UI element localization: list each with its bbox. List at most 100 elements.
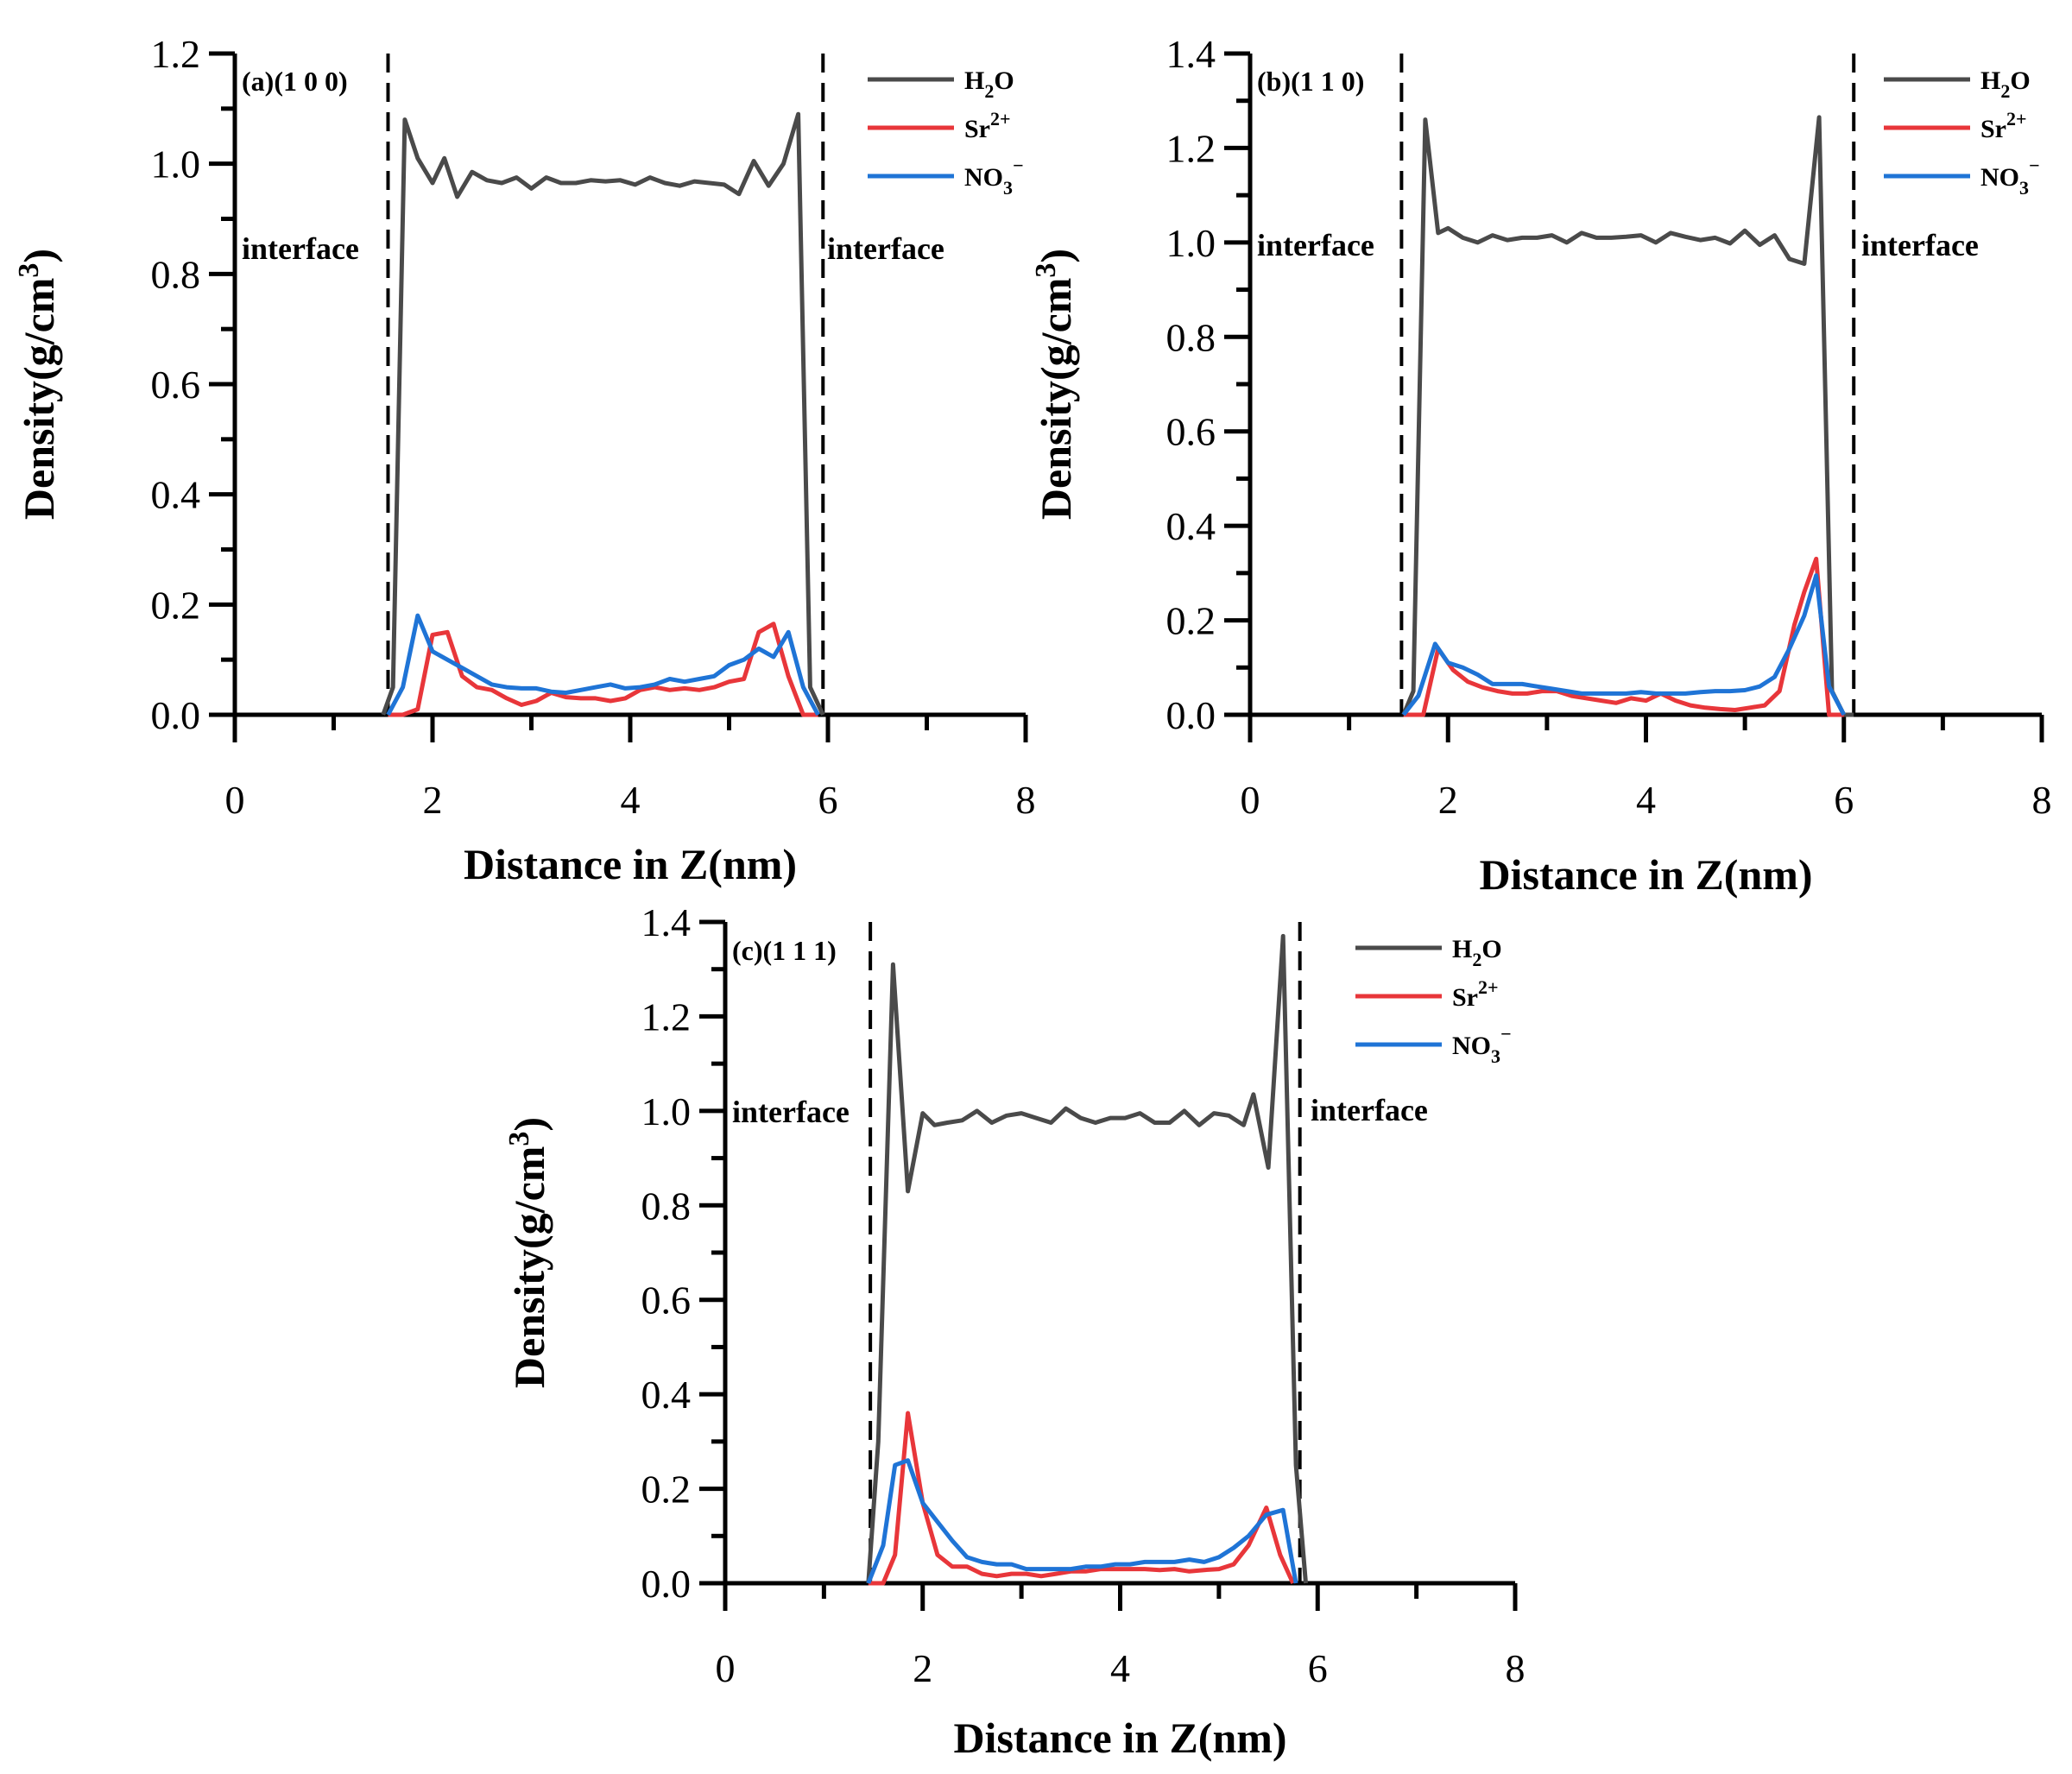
legend-entry-sub: 3: [1491, 1045, 1500, 1067]
x-tick-label: 6: [1308, 1646, 1328, 1690]
x-tick-label: 4: [1110, 1646, 1130, 1690]
x-axis-title: Distance in Z(nm): [1479, 850, 1812, 899]
x-tick-label: 8: [1016, 778, 1036, 822]
legend-entry-base: H: [1452, 935, 1472, 963]
y-axis-title: Density(g/cm3): [13, 249, 63, 520]
y-tick-label: 1.2: [1166, 126, 1216, 170]
y-axis-title-close: ): [505, 1117, 553, 1132]
y-tick-label: 0.6: [151, 363, 201, 407]
y-tick-label: 0.8: [1166, 315, 1216, 359]
series-line-no3: [386, 613, 820, 717]
legend-entry: H2O: [964, 66, 1014, 102]
legend-entry-base: Sr: [1452, 983, 1478, 1012]
legend-entry-sup: 2+: [2006, 108, 2027, 129]
y-tick-label: 1.0: [641, 1089, 692, 1133]
series-line-h2o: [381, 111, 825, 717]
x-tick-label: 4: [1636, 778, 1656, 822]
y-axis-title-sup: 3: [1030, 263, 1062, 278]
x-tick-label: 2: [1438, 778, 1458, 822]
y-tick-label: 0.6: [641, 1278, 692, 1323]
x-axis-title: Distance in Z(nm): [953, 1714, 1286, 1762]
y-axis-title-text: Density(g/cm: [505, 1146, 553, 1389]
legend-entry-tail: O: [994, 66, 1014, 95]
legend-entry-sup: −: [1500, 1023, 1512, 1045]
y-tick-label: 1.0: [151, 142, 201, 186]
series-line-no3: [866, 1458, 1298, 1584]
legend-entry: NO3−: [964, 155, 1024, 199]
legend-entry-base: NO: [964, 163, 1003, 192]
legend-entry-sub: 2: [2000, 80, 2010, 102]
legend-entry-sup: −: [2029, 155, 2040, 176]
legend-entry-base: H: [1980, 66, 2000, 95]
chart-panel-3: 0.0 0.2 0.4 0.6 0.8 1.0 1.2 1.4 0 2 4 6 8 Distance in…: [503, 900, 1526, 1762]
x-tick-label: 8: [2032, 778, 2052, 822]
x-tick-label: 6: [1834, 778, 1854, 822]
y-tick-label: 1.2: [641, 994, 692, 1039]
x-tick-label: 0: [225, 778, 245, 822]
legend-entry-base: H: [964, 66, 984, 95]
y-tick-label: 0.2: [1166, 599, 1216, 643]
y-tick-label: 1.2: [151, 32, 201, 76]
y-tick-label: 0.6: [1166, 410, 1216, 454]
legend-entry: Sr2+: [964, 108, 1011, 143]
legend-entry-sup: −: [1013, 155, 1024, 176]
y-tick-label: 0.8: [641, 1184, 692, 1228]
y-tick-label: 0.0: [641, 1562, 692, 1606]
y-tick-label: 0.4: [641, 1373, 692, 1417]
y-axis-title: Density(g/cm3): [1030, 249, 1080, 520]
y-axis-title: Density(g/cm3): [503, 1117, 553, 1388]
x-axis-title: Distance in Z(nm): [464, 840, 797, 888]
y-tick-label: 0.0: [1166, 693, 1216, 737]
legend-entry: H2O: [1980, 66, 2031, 102]
series-line-no3: [1401, 573, 1847, 717]
series-line-sr2: [1403, 556, 1844, 717]
y-tick-label: 1.4: [641, 900, 692, 944]
x-tick-label: 0: [716, 1646, 736, 1690]
legend-entry-sup: 2+: [990, 108, 1011, 129]
x-tick-label: 6: [818, 778, 838, 822]
y-tick-label: 0.2: [151, 583, 201, 627]
x-tick-label: 2: [913, 1646, 932, 1690]
y-tick-label: 1.4: [1166, 32, 1216, 76]
legend-entry-sub: 3: [2019, 177, 2029, 199]
legend-entry-tail: O: [2010, 66, 2030, 95]
chart-panel-2: 0.0 0.2 0.4 0.6 0.8 1.0 1.2 1.4 0 2 4 6 8 Distance in…: [1030, 32, 2052, 899]
y-tick-label: 0.4: [1166, 504, 1216, 548]
legend-entry-sub: 3: [1003, 177, 1013, 199]
y-tick-label: 0.0: [151, 693, 201, 737]
legend-entry-tail: O: [1481, 935, 1501, 963]
panel-label: (a)(1 0 0): [242, 66, 348, 97]
interface-label-left: interface: [242, 231, 359, 266]
interface-label-left: interface: [1257, 228, 1374, 262]
legend-entry: NO3−: [1452, 1023, 1512, 1067]
panel-label: (b)(1 1 0): [1257, 66, 1364, 97]
interface-label-right: interface: [1311, 1093, 1428, 1127]
y-axis-title-text: Density(g/cm: [15, 278, 63, 521]
panel-label: (c)(1 1 1): [732, 935, 837, 966]
y-axis-title-close: ): [1032, 249, 1080, 263]
x-tick-label: 4: [621, 778, 641, 822]
y-tick-label: 1.0: [1166, 221, 1216, 265]
y-axis-title-close: ): [15, 249, 63, 263]
x-tick-label: 0: [1241, 778, 1260, 822]
legend-entry-base: Sr: [964, 115, 990, 143]
chart-panel-1: 0.0 0.2 0.4 0.6 0.8 1.0 1.2 0 2 4 6 8 Distance in Z(…: [13, 32, 1036, 888]
y-tick-label: 0.2: [641, 1468, 692, 1512]
interface-label-right: interface: [827, 231, 944, 266]
y-tick-label: 0.8: [151, 252, 201, 296]
series-line-sr2: [868, 1411, 1295, 1586]
interface-label-right: interface: [1861, 228, 1979, 262]
y-tick-label: 0.4: [151, 473, 201, 517]
legend-entry: Sr2+: [1452, 976, 1499, 1012]
y-axis-title-sup: 3: [503, 1132, 535, 1146]
legend-entry-sub: 2: [984, 80, 994, 102]
legend-entry-sup: 2+: [1478, 976, 1499, 998]
series-line-h2o: [866, 933, 1308, 1584]
legend-entry-base: NO: [1452, 1032, 1491, 1060]
legend-entry-base: Sr: [1980, 115, 2006, 143]
legend-entry: H2O: [1452, 935, 1502, 970]
y-axis-title-sup: 3: [13, 263, 45, 278]
series-line-h2o: [1401, 115, 1854, 717]
